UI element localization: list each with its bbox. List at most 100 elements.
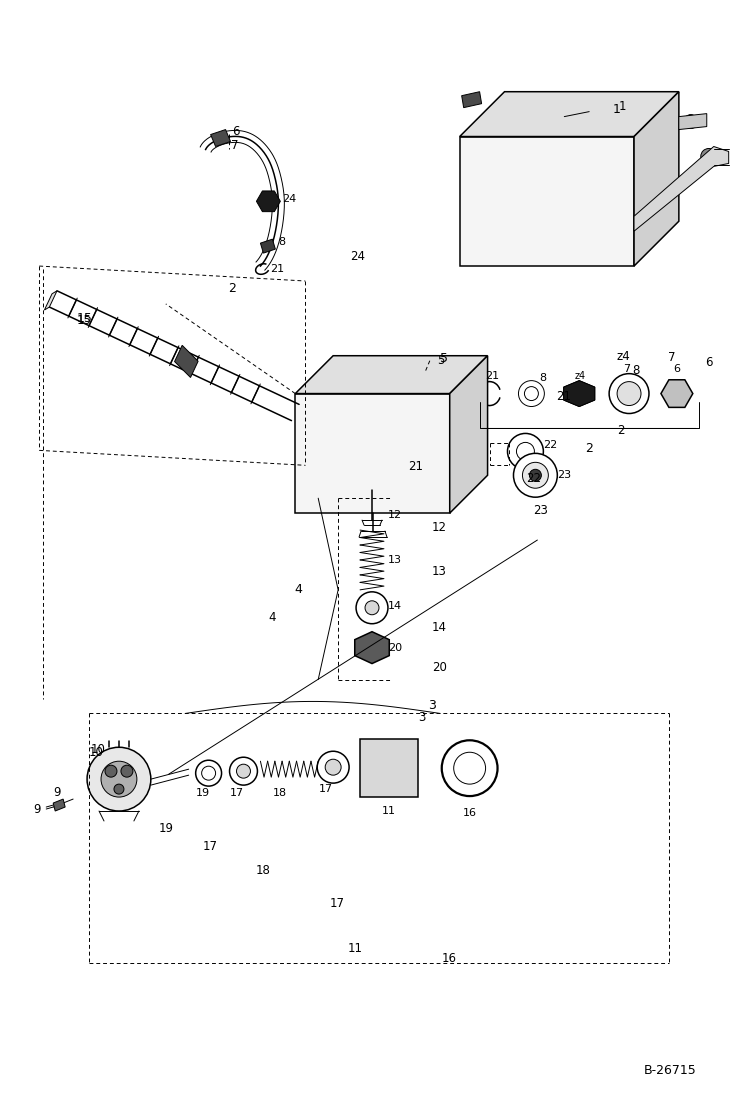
Polygon shape — [460, 136, 634, 267]
Circle shape — [617, 382, 641, 406]
Ellipse shape — [362, 634, 382, 646]
Text: z4: z4 — [574, 371, 586, 381]
Circle shape — [237, 765, 250, 778]
Circle shape — [87, 747, 151, 811]
Text: 19: 19 — [195, 788, 210, 799]
Circle shape — [105, 766, 117, 777]
Text: 2: 2 — [617, 423, 625, 437]
Text: 17: 17 — [330, 897, 345, 911]
Text: 22: 22 — [543, 440, 557, 451]
Text: 21: 21 — [408, 460, 423, 473]
Polygon shape — [295, 355, 488, 394]
Text: 15: 15 — [77, 313, 93, 326]
Circle shape — [101, 761, 137, 798]
Text: 18: 18 — [255, 864, 270, 878]
Circle shape — [325, 459, 365, 498]
Text: 4: 4 — [294, 584, 302, 597]
Text: 9: 9 — [53, 785, 61, 799]
Circle shape — [330, 415, 344, 429]
Text: 6: 6 — [673, 364, 680, 374]
Circle shape — [318, 751, 349, 783]
Text: 13: 13 — [431, 565, 446, 578]
Circle shape — [542, 210, 586, 253]
Text: 3: 3 — [428, 699, 436, 712]
Circle shape — [518, 381, 545, 407]
Circle shape — [508, 433, 543, 470]
Circle shape — [508, 103, 527, 124]
Text: 18: 18 — [273, 788, 288, 799]
Text: 7: 7 — [668, 351, 676, 364]
Circle shape — [405, 743, 415, 753]
Text: 5: 5 — [440, 352, 448, 365]
Text: 24: 24 — [350, 250, 365, 262]
Text: 6: 6 — [232, 125, 240, 138]
Text: 14: 14 — [388, 601, 402, 611]
Polygon shape — [355, 632, 389, 664]
Text: 17: 17 — [319, 784, 333, 794]
Text: 2: 2 — [585, 442, 593, 455]
Circle shape — [557, 103, 577, 124]
Circle shape — [229, 757, 258, 785]
Text: 14: 14 — [431, 621, 447, 634]
Circle shape — [488, 210, 532, 253]
Text: 17: 17 — [203, 840, 218, 853]
Text: 23: 23 — [557, 471, 571, 480]
Circle shape — [365, 601, 379, 614]
Circle shape — [400, 415, 414, 429]
Polygon shape — [44, 291, 57, 310]
Text: 13: 13 — [388, 555, 402, 565]
Text: 11: 11 — [382, 806, 396, 816]
Circle shape — [500, 222, 520, 241]
Text: z4: z4 — [616, 350, 630, 363]
Circle shape — [434, 448, 446, 460]
Polygon shape — [449, 355, 488, 513]
Circle shape — [391, 470, 409, 487]
Text: 10: 10 — [91, 743, 106, 756]
Text: 4: 4 — [268, 611, 276, 624]
Text: 8: 8 — [279, 237, 285, 247]
Text: 23: 23 — [533, 504, 548, 517]
Circle shape — [506, 162, 524, 180]
Circle shape — [497, 154, 533, 190]
Polygon shape — [175, 346, 198, 377]
Text: 17: 17 — [229, 788, 243, 799]
Polygon shape — [661, 380, 693, 407]
Circle shape — [325, 759, 341, 776]
Circle shape — [356, 592, 388, 624]
Text: 7: 7 — [623, 364, 631, 374]
Text: 20: 20 — [431, 661, 446, 674]
Circle shape — [426, 440, 454, 467]
Circle shape — [609, 374, 649, 414]
Circle shape — [701, 148, 717, 165]
Text: 5: 5 — [437, 354, 444, 367]
Circle shape — [364, 640, 380, 656]
Circle shape — [532, 235, 543, 247]
Text: 2: 2 — [228, 282, 237, 295]
Circle shape — [381, 760, 397, 777]
Circle shape — [373, 753, 405, 784]
Text: 21: 21 — [270, 264, 285, 274]
Text: 21: 21 — [557, 391, 571, 403]
Polygon shape — [460, 92, 679, 136]
Circle shape — [530, 470, 542, 482]
Text: 16: 16 — [463, 808, 476, 818]
Polygon shape — [53, 799, 65, 811]
Polygon shape — [360, 739, 418, 798]
Text: 9: 9 — [34, 803, 41, 815]
Circle shape — [565, 162, 583, 180]
Text: 22: 22 — [527, 472, 542, 485]
Circle shape — [523, 462, 548, 488]
Polygon shape — [461, 92, 482, 108]
Text: 21: 21 — [485, 371, 500, 381]
Circle shape — [195, 760, 222, 787]
Text: 19: 19 — [159, 823, 174, 836]
Text: 10: 10 — [89, 746, 104, 759]
Circle shape — [684, 114, 698, 128]
Text: 8: 8 — [539, 373, 547, 383]
Circle shape — [442, 740, 497, 796]
Circle shape — [554, 222, 574, 241]
Text: 12: 12 — [431, 521, 447, 533]
Polygon shape — [679, 114, 707, 129]
Circle shape — [514, 453, 557, 497]
Text: 1: 1 — [619, 100, 627, 113]
